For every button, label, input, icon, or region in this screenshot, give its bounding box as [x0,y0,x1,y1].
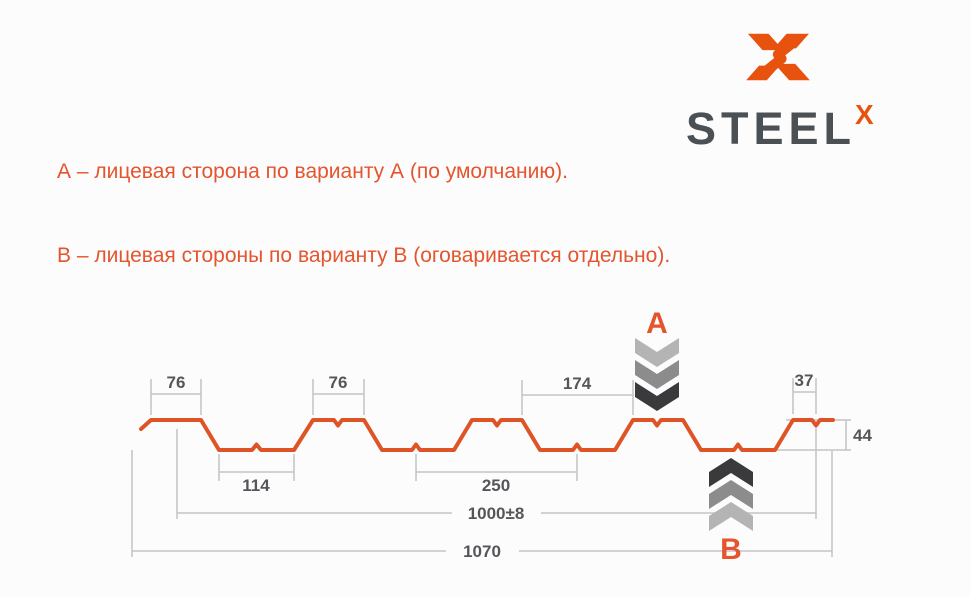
note-variant-b: В – лицевая стороны по варианту В (огова… [57,244,671,267]
dimension-lines [131,378,851,557]
variant-b-label: В [720,533,742,566]
dim-trough-bottom: 114 [242,476,270,495]
dim-profile-height: 44 [853,426,872,445]
dim-crest-spacing: 174 [563,374,592,393]
dim-working-width: 1000±8 [468,504,525,523]
chevron-b-icon [709,458,753,531]
dim-overall-width: 1070 [463,542,501,561]
brand-name: STEEL [686,103,857,154]
brand-suffix: X [855,99,874,130]
variant-a-label: А [646,307,668,340]
dim-crest-mid: 76 [329,373,348,392]
logo-x-glyph [746,33,810,81]
dim-edge-lip: 37 [795,371,814,390]
steelx-wordmark: STEEL X [686,101,874,154]
dim-crest-left: 76 [167,373,186,392]
steelx-logo-icon [746,33,810,81]
chevron-a-icon [635,338,679,411]
sheet-profile-outline [139,418,835,452]
note-variant-a: А – лицевая сторона по варианту А (по ум… [57,160,568,183]
dim-pitch: 250 [482,476,510,495]
